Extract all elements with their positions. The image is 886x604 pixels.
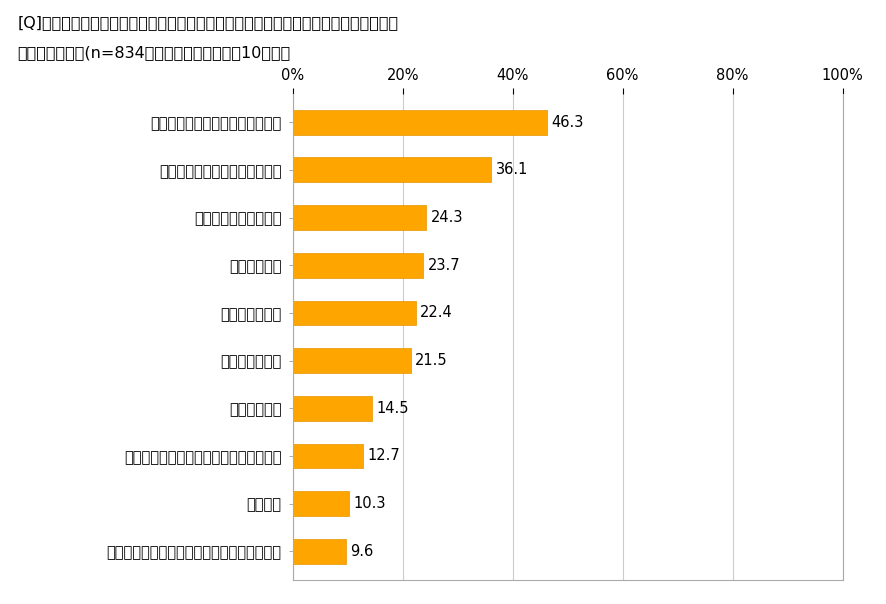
Bar xyxy=(292,253,423,278)
Text: 46.3: 46.3 xyxy=(551,115,584,130)
Text: 24.3: 24.3 xyxy=(431,210,462,225)
Text: 23.7: 23.7 xyxy=(427,258,460,273)
Text: えてください。(n=834・複数回答のうち上位10項目）: えてください。(n=834・複数回答のうち上位10項目） xyxy=(18,45,291,60)
Bar xyxy=(292,205,426,230)
Bar xyxy=(292,443,362,468)
Text: 21.5: 21.5 xyxy=(415,353,447,368)
Text: 9.6: 9.6 xyxy=(349,544,373,559)
Bar xyxy=(292,110,547,135)
Bar xyxy=(292,301,416,326)
Bar xyxy=(292,539,346,564)
Bar xyxy=(292,491,349,516)
Text: 36.1: 36.1 xyxy=(495,162,527,178)
Bar xyxy=(292,158,491,182)
Text: [Q]ご自宅で韓国料理を作るときのお悩みや困りごと、気になることを、いくつでも教: [Q]ご自宅で韓国料理を作るときのお悩みや困りごと、気になることを、いくつでも教 xyxy=(18,15,399,30)
Text: 14.5: 14.5 xyxy=(377,400,409,416)
Text: 22.4: 22.4 xyxy=(420,306,453,320)
Text: 10.3: 10.3 xyxy=(354,496,385,511)
Bar xyxy=(292,348,410,373)
Text: 12.7: 12.7 xyxy=(367,448,400,463)
Bar xyxy=(292,396,372,420)
